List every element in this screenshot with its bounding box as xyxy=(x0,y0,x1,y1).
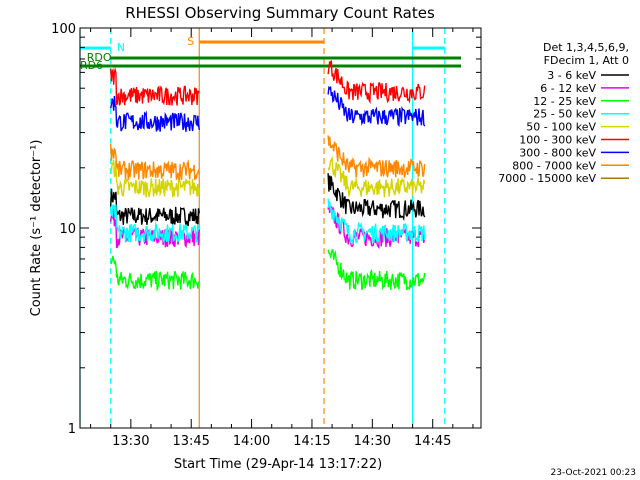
x-tick-label: 14:45 xyxy=(414,434,451,449)
legend-header-1: Det 1,3,4,5,6,9, xyxy=(543,41,629,54)
x-tick-label: 13:45 xyxy=(172,434,209,449)
trace-300-800keV xyxy=(110,95,200,132)
legend-label: 3 - 6 keV xyxy=(547,69,596,82)
axes: 1 10 100 13:30 13:45 14:00 14:15 14:30 14:45 xyxy=(51,22,481,449)
saa-flag-label: S xyxy=(187,35,194,48)
legend-label: 7000 - 15000 keV xyxy=(498,172,596,185)
trace-100-300keV xyxy=(327,60,426,105)
trace-25-50keV xyxy=(110,204,200,243)
data-traces xyxy=(110,60,426,292)
legend-label: 50 - 100 keV xyxy=(526,121,596,134)
x-tick-label: 14:00 xyxy=(233,434,270,449)
y-tick-label: 10 xyxy=(59,222,76,237)
legend-header-2: FDecim 1, Att 0 xyxy=(544,54,629,67)
trace-800-7000keV xyxy=(327,135,426,179)
legend-label: 800 - 7000 keV xyxy=(512,159,596,172)
legend-label: 300 - 800 keV xyxy=(519,146,596,159)
legend: Det 1,3,4,5,6,9, FDecim 1, Att 0 3 - 6 k… xyxy=(498,41,629,185)
trace-3-6keV xyxy=(110,188,200,227)
x-tick-label: 14:15 xyxy=(293,434,330,449)
y-axis-label: Count Rate (s⁻¹ detector⁻¹) xyxy=(29,140,44,317)
night-flag-label: N xyxy=(117,41,125,54)
legend-label: 100 - 300 keV xyxy=(519,134,596,147)
legend-label: 12 - 25 keV xyxy=(533,95,596,108)
rd6-flag-label: RD6 xyxy=(80,59,103,72)
trace-25-50keV xyxy=(327,198,426,245)
trace-300-800keV xyxy=(327,85,426,128)
x-tick-label: 13:30 xyxy=(112,434,149,449)
chart-title: RHESSI Observing Summary Count Rates xyxy=(125,4,435,22)
trace-100-300keV xyxy=(110,67,200,106)
y-tick-label: 100 xyxy=(51,22,76,37)
legend-label: 25 - 50 keV xyxy=(533,108,596,121)
trace-50-100keV xyxy=(327,155,426,198)
trace-800-7000keV xyxy=(110,143,200,181)
trace-3-6keV xyxy=(327,173,426,222)
trace-12-25keV xyxy=(327,249,426,291)
x-tick-label: 14:30 xyxy=(354,434,391,449)
y-tick-label: 1 xyxy=(68,422,76,437)
rdo-flag-label: RDO xyxy=(87,51,112,64)
trace-12-25keV xyxy=(110,255,200,292)
x-axis-label: Start Time (29-Apr-14 13:17:22) xyxy=(174,457,382,472)
date-stamp: 23-Oct-2021 00:23 xyxy=(551,468,636,478)
trace-50-100keV xyxy=(110,159,200,198)
legend-label: 6 - 12 keV xyxy=(540,82,596,95)
